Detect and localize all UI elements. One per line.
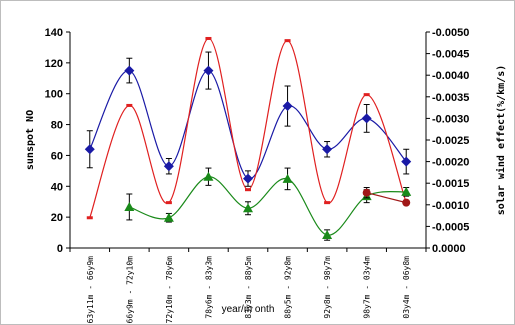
- series-0-point: [322, 144, 333, 155]
- series-3-line: [366, 192, 407, 204]
- x-tick-label: 98y7m - 03y4m: [363, 256, 372, 319]
- y2-tick-label: -0.0025: [432, 135, 469, 147]
- series-0-line: [89, 69, 407, 180]
- y-tick-label: 0: [57, 243, 63, 255]
- x-tick-label: 63y11m - 66y9m: [86, 256, 95, 324]
- series-2-line: [129, 176, 407, 236]
- series-1-point: [324, 201, 331, 205]
- y2-tick-label: 0.0000: [432, 243, 466, 255]
- series-0-point: [401, 156, 412, 167]
- series-1-point: [205, 36, 212, 40]
- series-2-point: [282, 173, 293, 183]
- x-tick-label: 88y5m - 92y8m: [284, 256, 293, 319]
- y2-tick-label: -0.0040: [432, 70, 469, 82]
- y-tick-label: 20: [51, 212, 63, 224]
- series-0-point: [361, 113, 372, 124]
- y-tick-label: 60: [51, 150, 63, 162]
- y-tick-label: 100: [45, 89, 63, 101]
- series-0-point: [203, 65, 214, 76]
- series-1-point: [165, 201, 172, 205]
- y2-tick-label: -0.0035: [432, 92, 469, 104]
- y-axis-title: sunspot NO: [25, 110, 36, 170]
- series-2-point: [203, 171, 214, 181]
- y-tick-label: 40: [51, 181, 63, 193]
- y2-axis-title: solar wind effect(%/km/s): [495, 65, 507, 216]
- series-2-point: [124, 201, 135, 211]
- y-tick-label: 140: [45, 27, 63, 39]
- series-1-point: [245, 188, 251, 192]
- y2-tick-label: -0.0030: [432, 113, 469, 125]
- y2-tick-label: -0.0005: [432, 221, 469, 233]
- series-2-point: [163, 212, 174, 222]
- x-axis-title: year/m onth: [222, 304, 275, 315]
- y2-tick-label: -0.0050: [432, 27, 469, 39]
- series-2-point: [322, 230, 333, 240]
- series-2-point: [243, 203, 253, 213]
- y2-tick-label: -0.0020: [432, 157, 469, 169]
- series-0-point: [84, 144, 95, 155]
- x-tick-label: 78y6m - 83y3m: [204, 256, 213, 319]
- series-0-point: [163, 161, 174, 172]
- y-tick-label: 120: [45, 58, 63, 70]
- x-tick-label: 83y3m - 88y5m: [244, 256, 253, 319]
- series-1-point: [126, 103, 133, 107]
- series-1-point: [86, 216, 93, 220]
- y2-tick-label: -0.0045: [432, 49, 469, 61]
- y2-tick-label: -0.0010: [432, 200, 469, 212]
- series-3-point: [402, 198, 411, 207]
- x-tick-label: 92y8m - 98y7m: [323, 256, 332, 319]
- y-tick-label: 80: [51, 120, 63, 132]
- series-1-point: [284, 39, 291, 43]
- x-tick-label: 66y9m - 72y10m: [125, 256, 134, 324]
- series-3-point: [362, 188, 371, 197]
- series-1-point: [363, 93, 370, 97]
- x-tick-label: 72y10m - 78y6m: [165, 256, 174, 324]
- y2-tick-label: -0.0015: [432, 178, 469, 190]
- series-0-point: [124, 65, 135, 76]
- series-0-point: [243, 173, 253, 184]
- series-0-point: [282, 101, 293, 112]
- series-2-point: [401, 186, 412, 196]
- x-tick-label: 03y4m - 06y8m: [402, 256, 411, 319]
